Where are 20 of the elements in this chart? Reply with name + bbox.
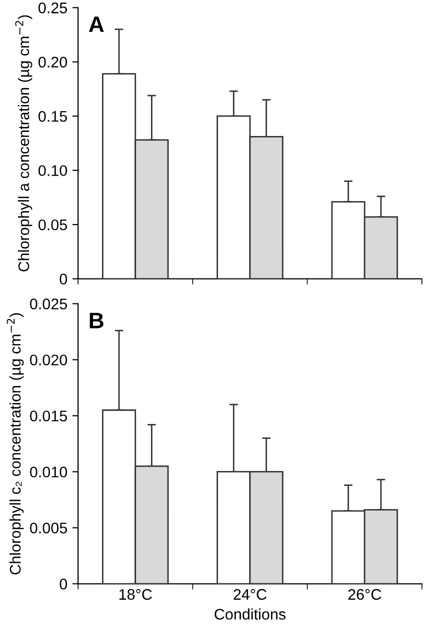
y-tick-label: 0 xyxy=(60,274,68,284)
y-tick-label: 0.10 xyxy=(38,165,68,176)
y-tick-label: 0.010 xyxy=(30,466,68,478)
y-tick-label: 0 xyxy=(60,578,68,590)
chart-title: A xyxy=(88,16,104,32)
x-tick-label: 26°C xyxy=(348,589,382,600)
y-tick-label: 0.015 xyxy=(30,410,67,422)
x-axis-title: Conditions xyxy=(214,608,286,620)
y-axis-title: Chlorophyll c₂ concentration (µg cm$^{−2}$) xyxy=(6,313,24,574)
y-tick-label: 0.020 xyxy=(30,354,68,366)
y-tick-label: 0.15 xyxy=(38,110,67,122)
chart-title: B xyxy=(90,312,104,328)
y-tick-label: 0.05 xyxy=(38,219,67,230)
y-tick-label: 0.005 xyxy=(30,522,67,534)
y-axis-title: Chlorophyll a concentration (µg cm$^{−2}$) xyxy=(15,15,32,272)
y-tick-label: 0.20 xyxy=(38,56,68,68)
x-tick-label: 18°C xyxy=(119,589,152,600)
y-tick-label: 0.025 xyxy=(30,298,67,310)
x-tick-label: 24°C xyxy=(234,589,266,600)
y-tick-label: 0.25 xyxy=(38,2,67,14)
